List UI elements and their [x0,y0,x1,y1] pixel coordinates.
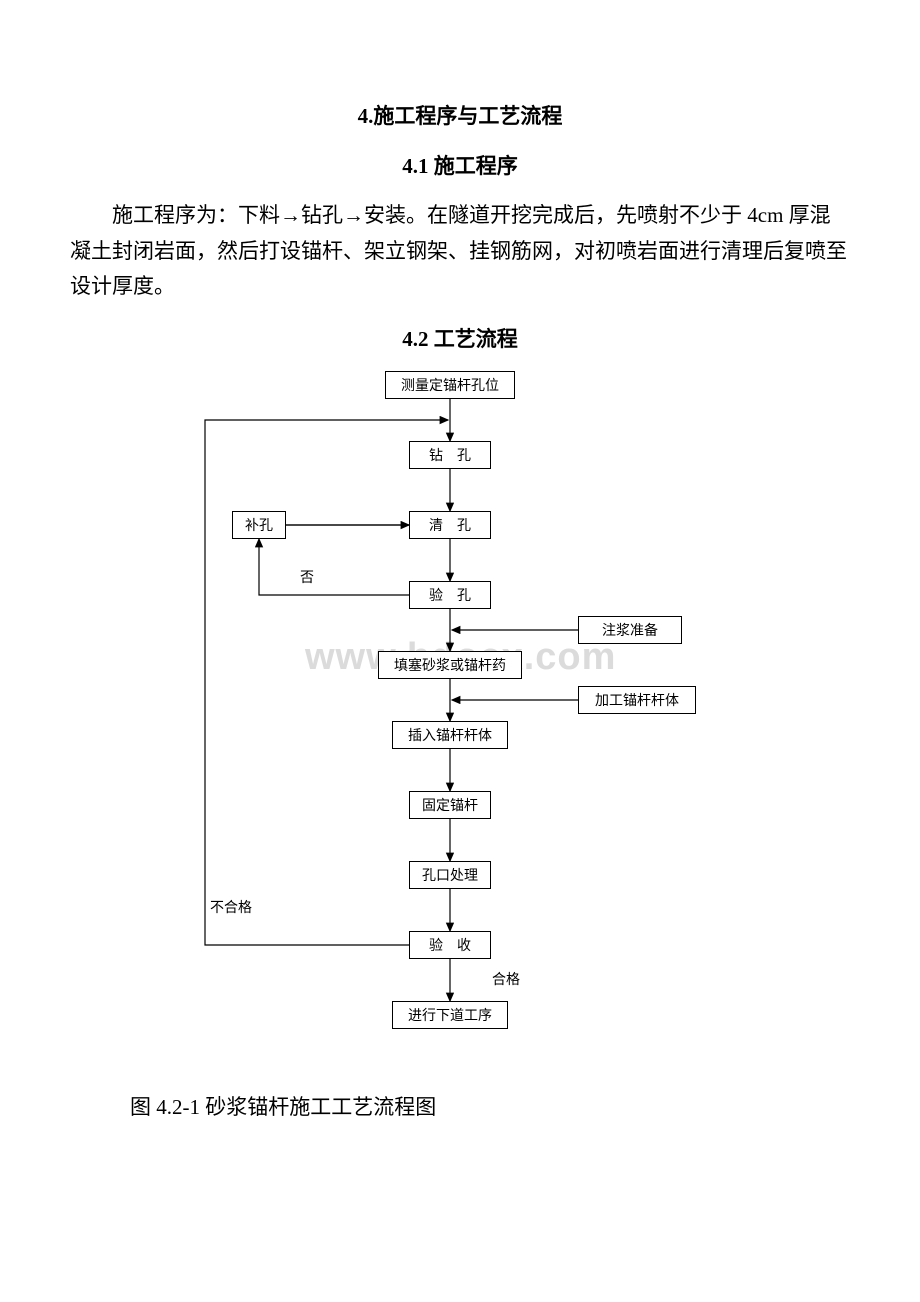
heading-sub1: 4.1 施工程序 [70,150,850,180]
heading-sub2: 4.2 工艺流程 [70,323,850,353]
flowchart-node-bk: 补孔 [232,511,286,539]
flowchart-node-n1: 测量定锚杆孔位 [385,371,515,399]
flowchart-node-n3: 清 孔 [409,511,491,539]
procedure-paragraph: 施工程序为：下料→钻孔→安装。在隧道开挖完成后，先喷射不少于 4cm 厚混凝土封… [70,198,850,305]
flowchart-node-side1: 注浆准备 [578,616,682,644]
flowchart-node-n5: 填塞砂浆或锚杆药 [378,651,522,679]
flowchart-label-no: 否 [300,567,314,587]
flowchart-diagram: www.bdocx.com 测量定锚杆孔位钻 孔清 孔验 孔填塞砂浆或锚杆药插入… [160,371,760,1071]
flowchart-node-n10: 进行下道工序 [392,1001,508,1029]
flowchart-label-fail: 不合格 [210,897,252,917]
flowchart-node-n9: 验 收 [409,931,491,959]
flowchart-node-n7: 固定锚杆 [409,791,491,819]
flowchart-node-n8: 孔口处理 [409,861,491,889]
flowchart-label-pass: 合格 [492,969,520,989]
heading-main: 4.施工程序与工艺流程 [70,100,850,130]
flowchart-node-n6: 插入锚杆杆体 [392,721,508,749]
flowchart-node-n2: 钻 孔 [409,441,491,469]
figure-caption: 图 4.2-1 砂浆锚杆施工工艺流程图 [130,1091,850,1121]
flowchart-node-side2: 加工锚杆杆体 [578,686,696,714]
flowchart-node-n4: 验 孔 [409,581,491,609]
